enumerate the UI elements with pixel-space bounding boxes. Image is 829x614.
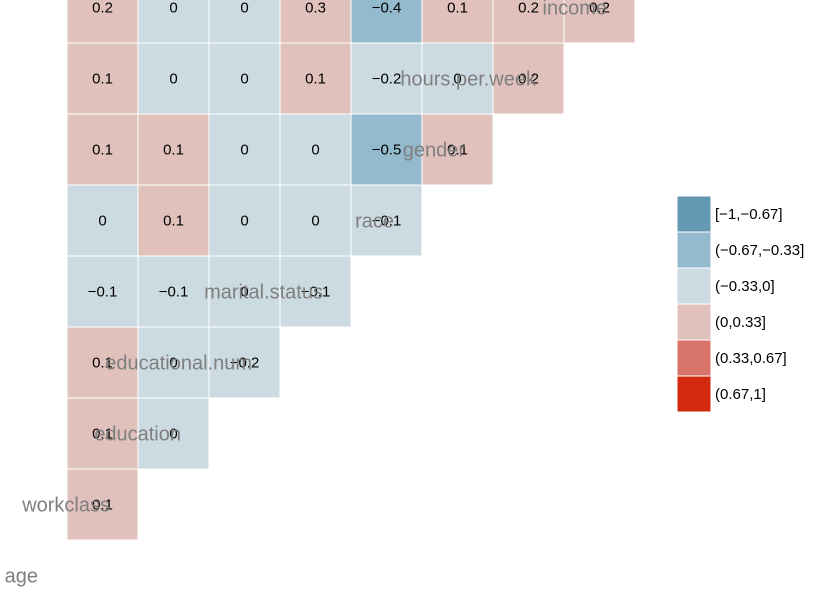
cell-value-label: 0	[240, 0, 248, 17]
heatmap-cell-educational.num-education	[208, 326, 281, 399]
heatmap-cell-income-gender	[492, 0, 565, 44]
heatmap-cell-marital.status-workclass	[137, 255, 210, 328]
variable-label-income: income	[543, 0, 607, 20]
cell-value-label: 0	[169, 426, 177, 443]
heatmap-cell-hours.per.week-gender	[492, 42, 565, 115]
legend-label: (0.33,0.67]	[715, 350, 787, 367]
cell-value-label: 0.1	[163, 213, 184, 230]
legend-swatch	[676, 303, 712, 341]
cell-value-label: −0.2	[372, 71, 402, 88]
heatmap-cell-income-workclass	[137, 0, 210, 44]
heatmap-cell-gender-workclass	[137, 113, 210, 186]
heatmap-cell-race-marital.status	[350, 184, 423, 257]
cell-value-label: −0.1	[372, 213, 402, 230]
color-legend: [−1,−0.67] (−0.67,−0.33] (−0.33,0] (0,0.33]…	[676, 195, 804, 413]
cell-value-label: −0.2	[230, 355, 260, 372]
variable-label-marital.status: marital.status	[204, 282, 323, 304]
legend-swatch	[676, 267, 712, 305]
heatmap-tiles	[66, 0, 636, 541]
cell-value-label: 0.1	[447, 0, 468, 17]
heatmap-cell-income-age	[66, 0, 139, 44]
cell-value-label: 0	[240, 71, 248, 88]
cell-value-label: 0.3	[305, 0, 326, 17]
heatmap-cell-gender-marital.status	[350, 113, 423, 186]
variable-label-workclass: workclass	[21, 495, 110, 517]
cell-value-label: −0.5	[372, 142, 402, 159]
heatmap-cell-gender-race	[421, 113, 494, 186]
cell-value-label: −0.1	[159, 284, 189, 301]
heatmap-cell-income-educational.num	[279, 0, 352, 44]
cell-value-label: 0	[240, 284, 248, 301]
heatmap-cell-income-hours.per.week	[563, 0, 636, 44]
heatmap-cell-income-education	[208, 0, 281, 44]
cell-value-label: −0.1	[88, 284, 118, 301]
heatmap-cell-marital.status-educational.num	[279, 255, 352, 328]
legend-label: (0,0.33]	[715, 314, 766, 331]
cell-value-label: 0	[240, 142, 248, 159]
cell-value-label: 0.2	[518, 0, 539, 17]
variable-label-gender: gender	[403, 140, 466, 162]
cell-value-label: −0.1	[301, 284, 331, 301]
cell-value-label: 0.1	[447, 142, 468, 159]
heatmap-cell-race-workclass	[137, 184, 210, 257]
legend-swatch	[676, 231, 712, 269]
cell-value-label: 0	[169, 71, 177, 88]
heatmap-cell-gender-age	[66, 113, 139, 186]
heatmap-cell-race-education	[208, 184, 281, 257]
heatmap-cell-hours.per.week-race	[421, 42, 494, 115]
legend-label: (−0.33,0]	[715, 278, 775, 295]
variable-label-education: education	[94, 424, 181, 446]
cell-value-label: 0.1	[92, 142, 113, 159]
cell-value-label: 0.1	[305, 71, 326, 88]
variable-label-age: age	[5, 566, 38, 588]
heatmap-cell-marital.status-age	[66, 255, 139, 328]
legend-label: [−1,−0.67]	[715, 206, 783, 223]
cell-value-label: 0.1	[92, 426, 113, 443]
cell-value-label: 0	[453, 71, 461, 88]
heatmap-cell-educational.num-age	[66, 326, 139, 399]
cell-value-label: 0	[98, 213, 106, 230]
heatmap-cell-hours.per.week-educational.num	[279, 42, 352, 115]
legend-swatch	[676, 195, 712, 233]
heatmap-cell-hours.per.week-workclass	[137, 42, 210, 115]
heatmap-cell-labels: 0.1 0.1 0 0.1 0 −0.2 −0.1 −0.1 0 −0.1 0 0.1 0 0 −0.1 0.…	[88, 0, 610, 514]
variable-label-race: race	[355, 211, 394, 233]
cell-value-label: 0	[311, 213, 319, 230]
cell-value-label: 0.2	[518, 71, 539, 88]
legend-label: (0.67,1]	[715, 386, 766, 403]
heatmap-cell-marital.status-education	[208, 255, 281, 328]
variable-labels: age workclass education educational.num mari…	[5, 0, 607, 588]
heatmap-cell-workclass-age	[66, 468, 139, 541]
legend-swatch	[676, 375, 712, 413]
cell-value-label: 0.1	[92, 497, 113, 514]
heatmap-cell-income-race	[421, 0, 494, 44]
cell-value-label: −0.4	[372, 0, 402, 17]
heatmap-cell-gender-education	[208, 113, 281, 186]
cell-value-label: 0	[240, 213, 248, 230]
legend-label: (−0.67,−0.33]	[715, 242, 804, 259]
cell-value-label: 0.1	[163, 142, 184, 159]
legend-swatch	[676, 339, 712, 377]
cell-value-label: 0	[311, 142, 319, 159]
variable-label-educational.num: educational.num	[105, 353, 252, 375]
cell-value-label: 0.2	[589, 0, 610, 17]
cell-value-label: 0.2	[92, 0, 113, 17]
heatmap-cell-educational.num-workclass	[137, 326, 210, 399]
cell-value-label: 0.1	[92, 71, 113, 88]
heatmap-cell-education-age	[66, 397, 139, 470]
cell-value-label: 0.1	[92, 355, 113, 372]
cell-value-label: 0	[169, 355, 177, 372]
variable-label-hours.per.week: hours.per.week	[400, 69, 537, 91]
heatmap-cell-gender-educational.num	[279, 113, 352, 186]
cell-value-label: 0	[169, 0, 177, 17]
